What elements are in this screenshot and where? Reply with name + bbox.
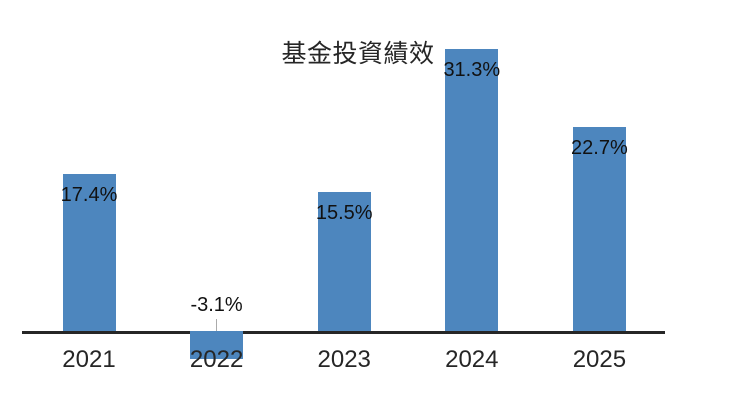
category-label-2021: 2021 xyxy=(62,346,116,373)
chart-title: 基金投資績效 xyxy=(281,40,435,68)
category-label-2022: 2022 xyxy=(189,346,244,373)
axis-tick-2022 xyxy=(215,319,218,331)
category-label-2025: 2025 xyxy=(572,346,627,373)
bar-2022 xyxy=(190,331,244,359)
value-label-2024: 31.3% xyxy=(443,59,501,82)
x-axis-line xyxy=(22,331,665,334)
value-label-2025: 22.7% xyxy=(571,136,628,159)
bar-2021 xyxy=(62,174,116,331)
bar-2025 xyxy=(572,126,626,331)
value-label-2022: -3.1% xyxy=(190,294,243,316)
category-label-2024: 2024 xyxy=(445,346,499,373)
bar-2023 xyxy=(317,191,371,331)
bar-2024 xyxy=(445,49,499,331)
value-label-2023: 15.5% xyxy=(315,201,373,224)
value-label-2021: 17.4% xyxy=(60,184,118,207)
category-label-2023: 2023 xyxy=(317,346,371,373)
